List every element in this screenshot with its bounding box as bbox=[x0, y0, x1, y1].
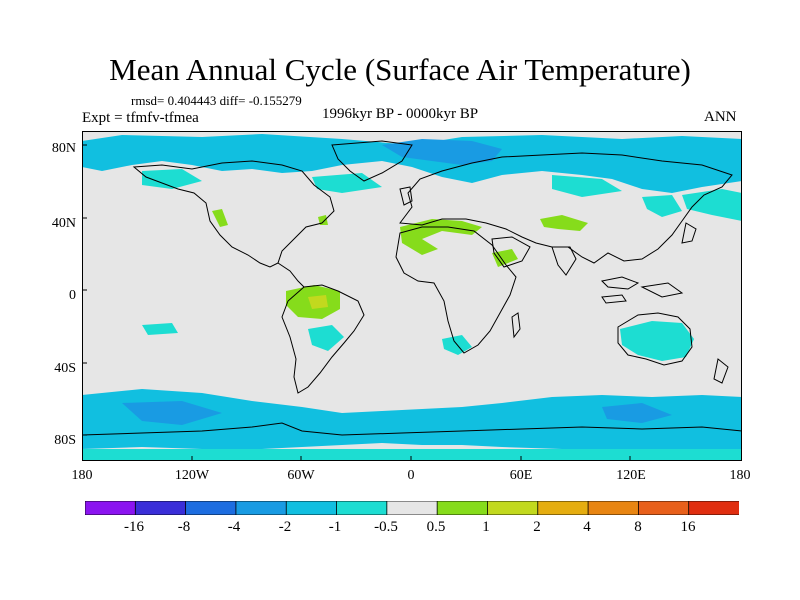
colorbar bbox=[85, 501, 739, 515]
colorbar-label: 1 bbox=[482, 519, 490, 535]
colorbar-label: -0.5 bbox=[374, 519, 398, 535]
lon-label-60e: 60E bbox=[509, 468, 533, 483]
chart-title: Mean Annual Cycle (Surface Air Temperatu… bbox=[109, 52, 691, 87]
lon-label-180e: 180 bbox=[729, 468, 751, 483]
map-frame bbox=[82, 131, 742, 461]
colorbar-label: 8 bbox=[634, 519, 642, 535]
colorbar-label: -4 bbox=[227, 519, 241, 535]
temperature-anomaly-map bbox=[82, 131, 742, 461]
colorbar-swatch bbox=[688, 501, 739, 515]
colorbar-label: 2 bbox=[533, 519, 541, 535]
stats-label: rmsd= 0.404443 diff= -0.155279 bbox=[131, 93, 302, 108]
lon-label-120e: 120E bbox=[616, 468, 646, 483]
mediterranean-warm bbox=[400, 219, 482, 255]
lat-label-80s: 80S bbox=[54, 433, 76, 448]
colorbar-swatch bbox=[587, 501, 640, 515]
arctic-cool-band bbox=[82, 134, 742, 193]
arabia-coast bbox=[491, 236, 531, 268]
colorbar-label: -1 bbox=[328, 519, 342, 535]
pacific-cool-spot bbox=[142, 323, 178, 335]
uk-coast bbox=[399, 186, 413, 206]
new-zealand-coast bbox=[713, 358, 729, 384]
ne-pacific-cool bbox=[682, 189, 742, 221]
colorbar-swatch bbox=[637, 501, 690, 515]
central-asia-warm bbox=[540, 215, 588, 231]
colorbar-swatch bbox=[85, 501, 137, 515]
lat-label-40s: 40S bbox=[54, 361, 76, 376]
antarctica-coast bbox=[82, 422, 742, 436]
southeast-asia-islands bbox=[600, 276, 684, 304]
period-label: 1996kyr BP - 0000kyr BP bbox=[322, 106, 479, 122]
amazon-warm-core bbox=[308, 295, 328, 309]
lon-label-120w: 120W bbox=[174, 468, 210, 483]
north-america-coast bbox=[132, 160, 335, 268]
colorbar-swatch bbox=[134, 501, 187, 515]
season-label: ANN bbox=[704, 109, 737, 125]
experiment-label: Expt = tfmfv-tfmea bbox=[82, 110, 199, 126]
southern-ocean-moderate bbox=[122, 401, 672, 425]
australia-cool bbox=[620, 321, 694, 361]
colorbar-label: 0.5 bbox=[426, 519, 446, 535]
central-america-coast bbox=[277, 262, 305, 288]
antarctic-weak bbox=[82, 449, 742, 461]
colorbar-swatch bbox=[185, 501, 237, 515]
arctic-weak-patches bbox=[142, 169, 622, 197]
colorbar-label: 16 bbox=[680, 519, 696, 535]
lon-label-0: 0 bbox=[407, 468, 415, 483]
colorbar-label: -2 bbox=[278, 519, 292, 535]
australia-coast bbox=[617, 312, 693, 366]
colorbar-label: -16 bbox=[124, 519, 144, 535]
colorbar-swatch bbox=[336, 501, 388, 515]
lat-label-40n: 40N bbox=[51, 216, 76, 231]
southern-ocean-cool-band bbox=[82, 389, 742, 453]
lon-label-180w: 180 bbox=[71, 468, 93, 483]
colorbar-label: -8 bbox=[177, 519, 191, 535]
south-america-cool bbox=[308, 325, 344, 351]
india-coast bbox=[551, 246, 577, 276]
colorbar-swatch bbox=[285, 501, 338, 515]
colorbar-swatch bbox=[537, 501, 589, 515]
coastlines bbox=[82, 140, 742, 436]
lat-label-80n: 80N bbox=[51, 141, 76, 156]
colorbar-swatch bbox=[235, 501, 288, 515]
lon-label-60w: 60W bbox=[287, 468, 315, 483]
africa-coast bbox=[395, 226, 517, 354]
greenland-coast bbox=[331, 140, 413, 182]
east-asia-cool bbox=[642, 195, 682, 217]
colorbar-swatch bbox=[386, 501, 439, 515]
eurasia-coast bbox=[399, 152, 733, 264]
south-america-coast bbox=[281, 284, 365, 394]
colorbar-swatch bbox=[436, 501, 489, 515]
colorbar-swatch bbox=[487, 501, 539, 515]
map-ticks bbox=[82, 144, 631, 461]
atlantic-warm bbox=[212, 209, 328, 227]
japan-coast bbox=[681, 222, 697, 244]
lat-label-equator: 0 bbox=[69, 288, 76, 303]
colorbar-label: 4 bbox=[583, 519, 591, 535]
madagascar-coast bbox=[511, 312, 521, 339]
anomaly-fields bbox=[82, 134, 742, 461]
